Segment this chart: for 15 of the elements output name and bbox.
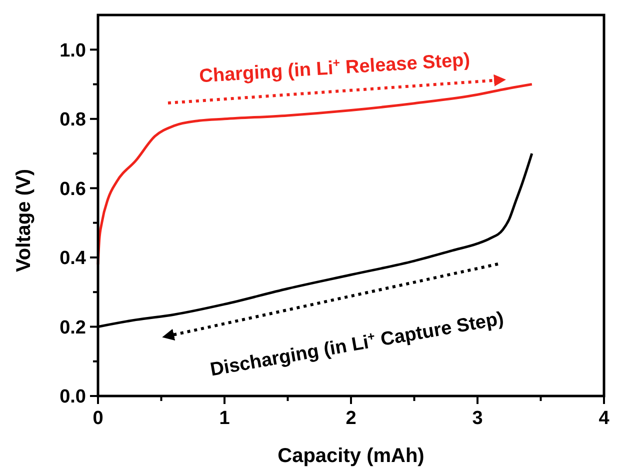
y-tick-label: 0.8 [60, 110, 86, 131]
y-tick-label: 0.0 [60, 386, 86, 408]
y-axis-title: Voltage (V) [13, 169, 35, 272]
x-tick-label: 2 [346, 408, 356, 429]
annotation: Charging (in Li$^{+}$ Release Step) [198, 50, 471, 88]
annotation: Discharging (in Li$^{+}$ Capture Step) [208, 308, 506, 381]
y-tick-label: 0.2 [60, 317, 86, 338]
x-tick-label: 4 [598, 408, 610, 429]
x-tick-label: 1 [219, 408, 230, 429]
y-tick-label: 1.0 [60, 40, 86, 62]
x-axis-title: Capacity (mAh) [278, 445, 424, 467]
x-tick-label: 0 [92, 408, 104, 429]
y-tick-label: 0.6 [60, 178, 86, 200]
y-tick-label: 0.4 [60, 248, 86, 270]
x-tick-label: 3 [472, 408, 483, 429]
